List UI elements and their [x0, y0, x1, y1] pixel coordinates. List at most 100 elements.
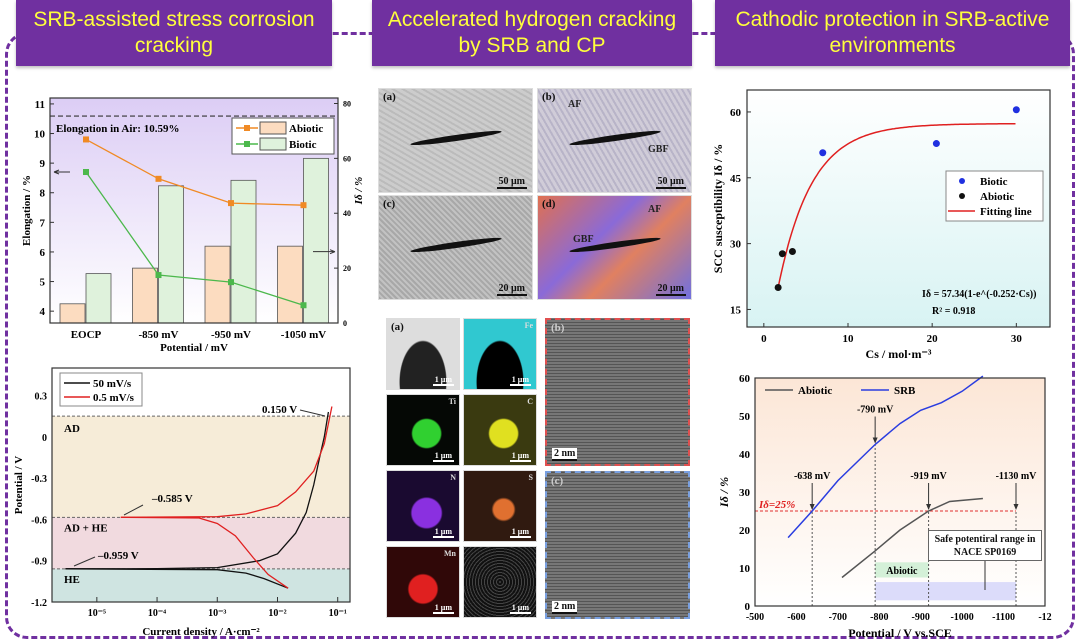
legend-marker: [244, 125, 250, 131]
y-axis-label: SCC susceptibility Iδ / %: [711, 144, 725, 274]
annotation-0150: 0.150 V: [262, 404, 297, 416]
bar-biotic: [303, 157, 329, 324]
element-label: N: [450, 473, 456, 482]
region-label: AD + HE: [64, 522, 108, 534]
fitting-line: [777, 123, 1016, 288]
x-tick-label: 10: [843, 333, 855, 345]
curve-1: [120, 406, 333, 518]
point-abiotic: [774, 284, 782, 291]
legend-label: Abiotic: [980, 191, 1014, 203]
legend-marker: [959, 193, 965, 199]
panel-label: (c): [551, 475, 564, 487]
y-right-tick-label: 40: [343, 209, 351, 218]
scale-bar: 1 μm: [432, 375, 454, 386]
legend-label: 0.5 mV/s: [93, 392, 135, 404]
y-tick-label: 60: [730, 107, 742, 119]
x-tick-label: -1000: [950, 612, 973, 623]
point-abiotic: [778, 250, 786, 258]
y-tick-label: 0: [745, 601, 751, 613]
arrowhead-icon: [809, 504, 815, 510]
x-tick-label: 10⁻²: [268, 608, 286, 619]
y-right-tick-label: 20: [343, 264, 351, 273]
hrtem-image: (c) 2 nm: [545, 471, 690, 619]
annotation-0959: –0.959 V: [97, 550, 139, 562]
x-axis-label: Current density / A·cm⁻²: [142, 626, 260, 638]
y-tick-label: 7: [40, 217, 46, 229]
arrowhead-icon: [872, 437, 878, 444]
legend-label: Abiotic: [289, 123, 323, 135]
x-tick-label: -1050 mV: [281, 329, 327, 341]
y-tick-label: 30: [730, 239, 742, 251]
y-axis-label: Iδ / %: [717, 477, 731, 508]
y-right-axis-label: Iδ / %: [353, 177, 365, 206]
x-tick-label: 10⁻⁴: [148, 608, 166, 619]
eds-map: (a) 1 μm: [386, 318, 460, 390]
header-scc: SRB-assisted stress corrosion cracking: [16, 0, 332, 66]
y-tick-label: 4: [40, 306, 46, 318]
x-tick-label: -700: [829, 612, 847, 623]
x-tick-label: 0: [761, 333, 767, 345]
legend-marker: [959, 178, 965, 184]
plot-frame: [51, 367, 351, 603]
scale-bar: 20 μm: [496, 283, 527, 296]
y-right-tick-label: 60: [343, 154, 351, 163]
nace-box-label: Safe potentiral range in NACE SP0169: [928, 530, 1042, 561]
point-abiotic: [300, 202, 307, 209]
abiotic-range-label: Abiotic: [886, 566, 918, 577]
panel-label: (d): [542, 198, 556, 210]
y-tick-label: 6: [40, 247, 46, 259]
x-tick-label: -12: [1038, 612, 1051, 623]
y-tick-label: 45: [730, 173, 742, 185]
y-right-tick-label: 80: [343, 99, 351, 108]
y-tick-label: 0: [42, 433, 47, 444]
legend-label: SRB: [894, 385, 916, 397]
hrtem-image: (b) 2 nm: [545, 318, 690, 466]
y-tick-label: 9: [40, 158, 46, 170]
marker-label: -638 mV: [794, 471, 831, 482]
element-label: Mn: [444, 549, 456, 558]
x-axis-label: Cs / mol·m⁻³: [866, 347, 932, 361]
annotation-arrow: [73, 556, 96, 567]
arrow-right-icon: [313, 249, 336, 255]
scale-bar: 1 μm: [509, 603, 531, 614]
annotation-arrow: [123, 504, 144, 516]
line-abiotic: [85, 138, 304, 206]
header-hydrogen-cracking: Accelerated hydrogen cracking by SRB and…: [372, 0, 692, 66]
y-tick-label: 11: [35, 99, 45, 111]
panel-label: (b): [551, 322, 565, 334]
y-axis-label: Elongation / %: [21, 175, 33, 246]
sem-image: (a) 50 μm: [378, 88, 533, 193]
point-biotic: [228, 279, 234, 286]
sem-image: (d) 20 μm AF GBF: [537, 195, 692, 300]
element-label: Fe: [524, 321, 533, 330]
plot-frame: [754, 377, 1046, 607]
panel-label: (a): [383, 91, 396, 103]
sem-image: (c) 20 μm: [378, 195, 533, 300]
legend-label: Biotic: [980, 176, 1008, 188]
y-tick-label: 20: [739, 525, 751, 537]
x-tick-label: -1100: [992, 612, 1015, 623]
marker-label: -1130 mV: [996, 471, 1038, 482]
region-label: HE: [64, 574, 80, 586]
y-tick-label: -0.9: [31, 557, 47, 568]
x-tick-label: -500: [746, 612, 764, 623]
scale-bar: 1 μm: [509, 451, 531, 462]
point-biotic: [819, 149, 827, 157]
fit-equation: Iδ = 57.34(1-e^(-0.252·Cs)): [922, 289, 1036, 300]
x-tick-label: -950 mV: [211, 329, 251, 341]
y-tick-label: 30: [739, 487, 751, 499]
phase-label-af: AF: [568, 99, 582, 110]
y-tick-label: 5: [40, 277, 46, 289]
y-tick-label: -0.6: [31, 515, 47, 526]
phase-label-af: AF: [648, 204, 662, 215]
point-biotic: [155, 272, 162, 279]
line-biotic: [85, 171, 304, 306]
x-tick-label: 30: [1011, 333, 1023, 345]
y-tick-label: 0.3: [35, 392, 48, 403]
x-tick-label: -600: [787, 612, 805, 623]
arrow-left-icon: [53, 169, 70, 175]
sem-image: (b) 50 μm AF GBF: [537, 88, 692, 193]
legend-label: 50 mV/s: [93, 378, 132, 390]
curve-abiotic: [841, 497, 983, 579]
